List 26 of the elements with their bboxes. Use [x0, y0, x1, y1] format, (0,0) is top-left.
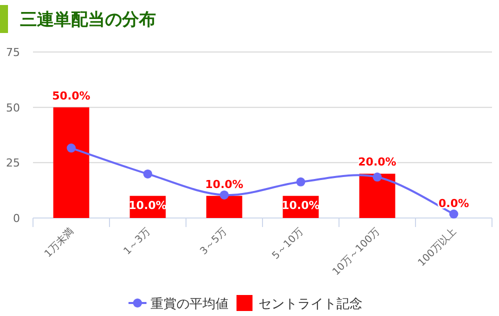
data-label: 10.0% [282, 198, 320, 212]
data-label: 50.0% [52, 89, 90, 102]
legend-label: 重賞の平均値 [150, 297, 228, 312]
bar [206, 196, 242, 218]
y-tick-label: 50 [6, 101, 20, 114]
point [66, 144, 76, 153]
chart-title: 三連単配当の分布 [20, 10, 156, 30]
y-tick-label: 25 [6, 156, 20, 170]
x-tick-label: 3～5万 [198, 226, 230, 258]
point [449, 210, 458, 219]
x-tick-label: 1～3万 [122, 226, 153, 258]
data-label: 10.0% [205, 178, 244, 191]
point [143, 169, 152, 178]
bar [53, 107, 90, 218]
x-tick-label: 1万未満 [42, 226, 76, 260]
y-tick-label: 0 [13, 212, 20, 225]
data-label: 20.0% [358, 156, 396, 169]
point [220, 190, 229, 200]
y-tick-label: 75 [6, 46, 20, 59]
point [372, 172, 382, 182]
data-label: 10.0% [128, 198, 167, 212]
point [296, 177, 306, 186]
x-tick-label: 5～10万 [270, 226, 306, 262]
legend-label: セントライト記念 [258, 297, 362, 312]
bar [359, 174, 396, 218]
data-label: 0.0% [438, 197, 470, 210]
